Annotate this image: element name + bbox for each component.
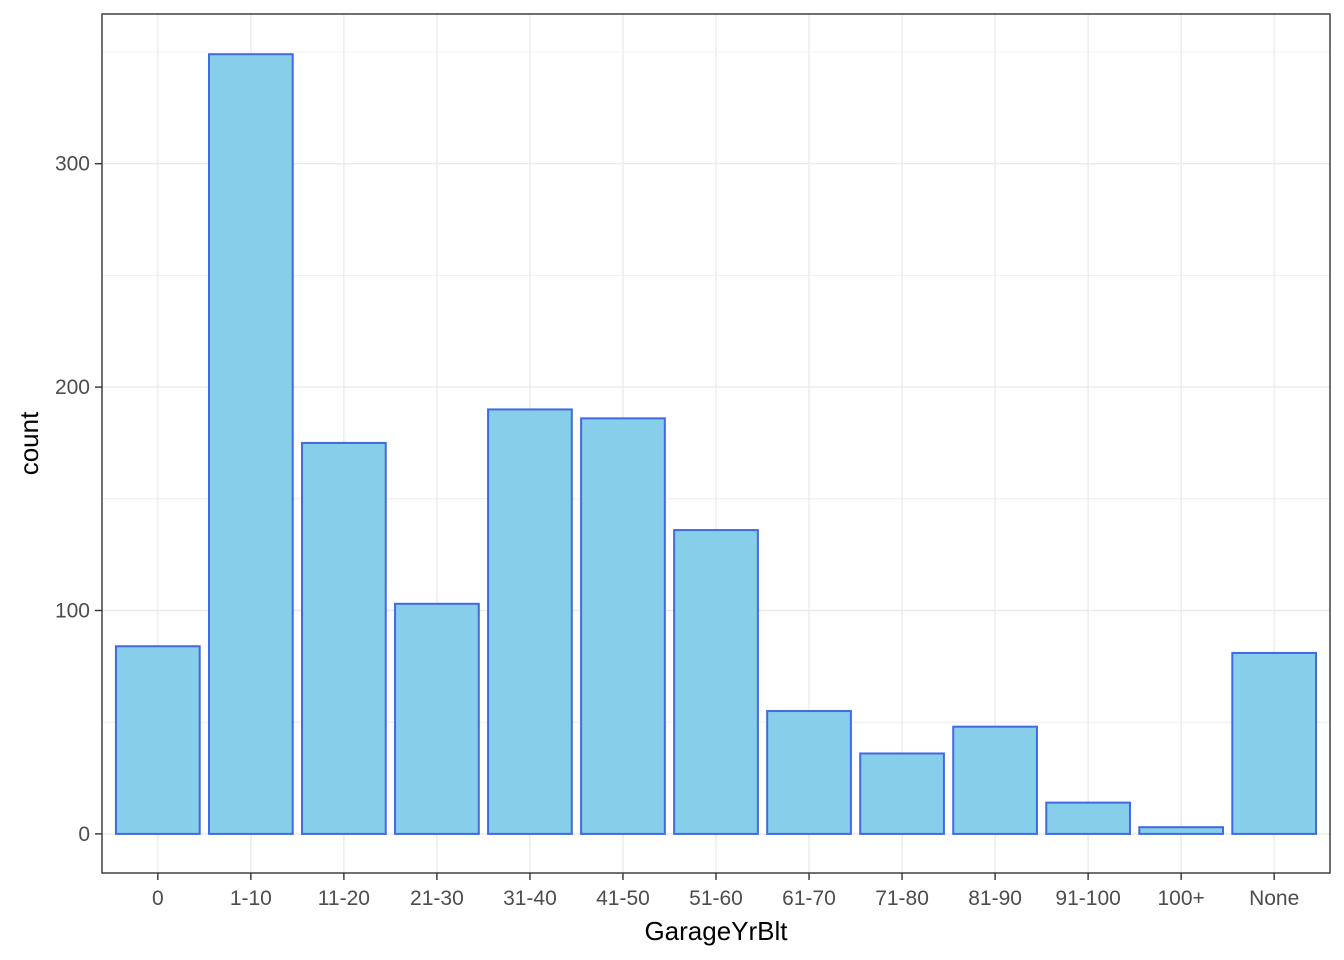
y-tick-label: 100 <box>55 599 90 622</box>
x-tick-label: 31-40 <box>503 887 557 910</box>
bar-61-70 <box>766 710 852 835</box>
bar-1-10 <box>207 53 294 835</box>
bars <box>114 53 1318 835</box>
y-tick-label: 200 <box>55 376 90 399</box>
bar-81-90 <box>952 725 1038 835</box>
bar-71-80 <box>859 752 945 835</box>
x-tick-label: 41-50 <box>596 887 650 910</box>
y-axis: 0 100 200 300 <box>55 153 102 846</box>
y-tick-label: 0 <box>78 823 90 846</box>
x-tick-label: 0 <box>152 887 164 910</box>
x-tick-label: 61-70 <box>782 887 836 910</box>
bar-0 <box>114 645 201 835</box>
x-tick-label: None <box>1249 887 1299 910</box>
bar-100+ <box>1138 826 1225 835</box>
x-axis: 0 1-10 11-20 21-30 31-40 41-50 51-60 61-70 71-80… <box>152 873 1299 910</box>
bar-11-20 <box>301 441 387 835</box>
bar-None <box>1231 651 1318 835</box>
x-tick-label: 1-10 <box>230 887 272 910</box>
x-axis-title: GarageYrBlt <box>644 916 788 946</box>
bar-41-50 <box>580 417 666 835</box>
x-tick-label: 91-100 <box>1055 887 1120 910</box>
bar-91-100 <box>1045 801 1131 835</box>
x-tick-label: 81-90 <box>968 887 1022 910</box>
x-tick-label: 21-30 <box>410 887 464 910</box>
x-tick-label: 71-80 <box>875 887 929 910</box>
bar-51-60 <box>673 529 759 835</box>
bar-31-40 <box>487 408 573 835</box>
x-tick-label: 100+ <box>1157 887 1204 910</box>
y-axis-title: count <box>14 411 44 475</box>
x-tick-label: 51-60 <box>689 887 743 910</box>
bar-21-30 <box>394 602 480 835</box>
y-tick-label: 300 <box>55 153 90 176</box>
x-tick-label: 11-20 <box>318 887 370 910</box>
